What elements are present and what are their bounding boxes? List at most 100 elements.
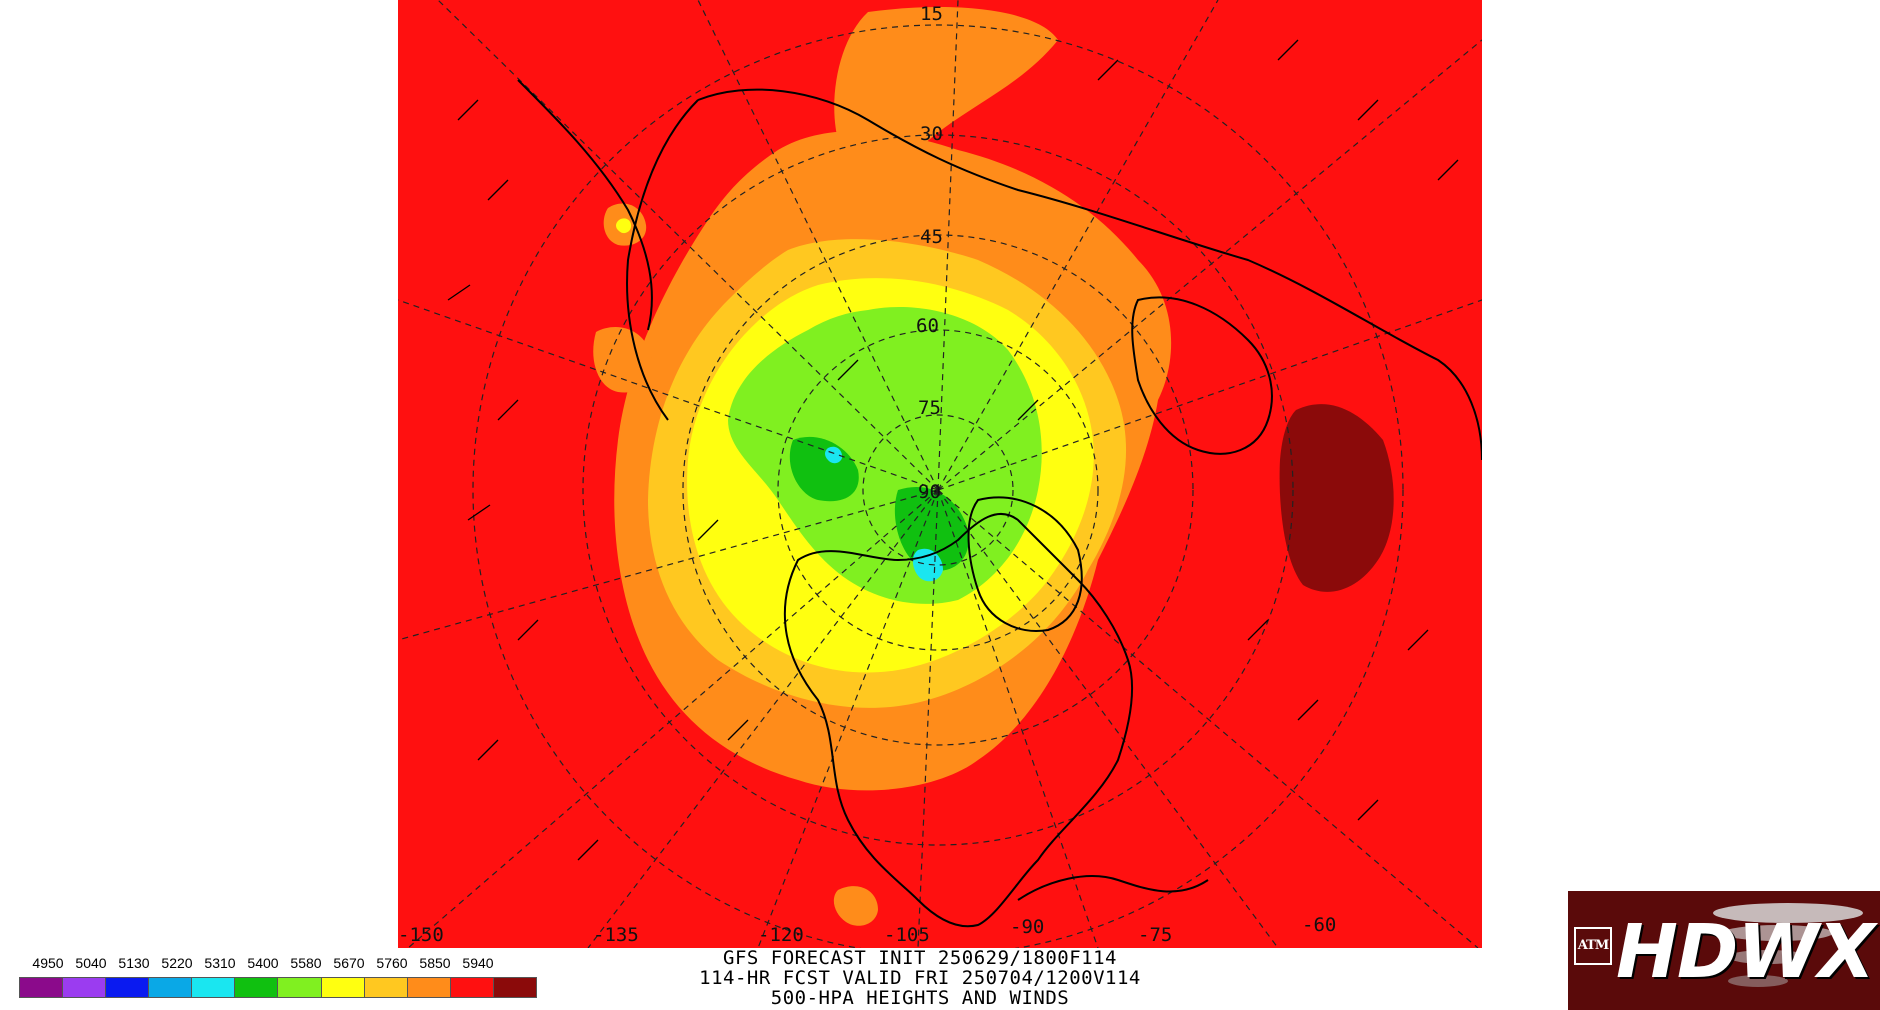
lat-label-30: 30 xyxy=(920,123,943,145)
legend-swatch xyxy=(493,978,536,997)
longitude-labels: -150 -135 -120 -105 -90 -75 -60 xyxy=(398,914,1336,946)
latitude-circle xyxy=(682,234,1194,746)
legend-label: 5670 xyxy=(333,955,365,971)
meridian-line xyxy=(397,299,939,491)
legend-swatch xyxy=(149,978,193,997)
wind-barb xyxy=(517,619,539,641)
wind-barb xyxy=(497,399,519,421)
legend-label: 4950 xyxy=(32,955,64,971)
legend-color-bar xyxy=(19,977,537,998)
wind-barb xyxy=(837,359,859,381)
wind-barb xyxy=(1437,159,1459,181)
latitude-labels: 15 30 45 60 75 90 xyxy=(916,3,943,503)
legend-swatch xyxy=(63,978,107,997)
wind-barb xyxy=(1247,619,1269,641)
lon-label-105: -105 xyxy=(884,924,930,946)
meridian-line xyxy=(437,0,939,491)
legend-swatch xyxy=(321,978,365,997)
meridian-line xyxy=(937,39,1483,491)
legend-swatch xyxy=(278,978,322,997)
lon-label-75: -75 xyxy=(1138,924,1172,946)
meridian-line xyxy=(937,0,959,491)
legend-swatch xyxy=(192,978,236,997)
title-line-init: GFS FORECAST INIT 250629/1800F114 xyxy=(723,947,1117,969)
legend-label: 5220 xyxy=(161,955,193,971)
wind-barb xyxy=(577,839,599,861)
legend-labels: 4950 5040 5130 5220 5310 5400 5580 5670 … xyxy=(19,955,539,975)
meridian-line xyxy=(937,489,1099,949)
wind-barb xyxy=(1097,59,1119,81)
lat-label-60: 60 xyxy=(916,315,939,337)
lat-label-15-top: 15 xyxy=(920,3,943,25)
wind-barb xyxy=(467,504,491,521)
wind-barb xyxy=(727,719,749,741)
map-canvas: 15 30 45 60 75 90 -150 -135 -120 -105 -9… xyxy=(397,0,1483,956)
wind-barb xyxy=(447,284,471,301)
asia-east-coast xyxy=(517,79,653,331)
lon-label-150: -150 xyxy=(398,924,444,946)
wind-barb xyxy=(1407,629,1429,651)
contour-green-a xyxy=(789,436,859,502)
legend-swatch xyxy=(450,978,494,997)
meridian-line xyxy=(757,489,939,949)
legend-swatch xyxy=(407,978,451,997)
lon-label-60: -60 xyxy=(1302,914,1336,936)
wind-barb xyxy=(457,99,479,121)
title-line-product: 500-HPA HEIGHTS AND WINDS xyxy=(770,987,1070,1009)
legend-label: 5940 xyxy=(462,955,494,971)
meridian-line xyxy=(397,489,939,641)
north-america-outline xyxy=(783,513,1134,928)
wind-barb xyxy=(1017,399,1039,421)
meridian-line xyxy=(937,489,1479,949)
contour-green-b xyxy=(894,486,969,571)
legend-swatch xyxy=(235,978,279,997)
legend-label: 5400 xyxy=(247,955,279,971)
meridian-line xyxy=(697,0,939,491)
legend-label: 5130 xyxy=(118,955,150,971)
contour-orange-north xyxy=(834,7,1058,161)
eurasia-outline xyxy=(626,88,1483,461)
meridian-line xyxy=(937,299,1483,491)
lat-label-45: 45 xyxy=(920,226,943,248)
meridian-line xyxy=(587,489,939,949)
contour-orange-south xyxy=(833,886,878,926)
tornado-swirl-icon xyxy=(1713,903,1863,987)
continent-outlines xyxy=(517,79,1483,928)
contour-darkred-ridge xyxy=(1279,404,1394,592)
legend-label: 5850 xyxy=(419,955,451,971)
legend-swatch xyxy=(106,978,150,997)
tamu-seal-icon: ATM xyxy=(1574,927,1612,965)
greenland-outline xyxy=(967,496,1083,632)
weather-map: 15 30 45 60 75 90 -150 -135 -120 -105 -9… xyxy=(397,0,1483,956)
wind-barb xyxy=(1357,99,1379,121)
legend-swatch xyxy=(20,978,64,997)
lon-label-135: -135 xyxy=(593,924,639,946)
contour-orange-west-blob xyxy=(593,327,653,393)
legend-label: 5310 xyxy=(204,955,236,971)
latitude-circle xyxy=(862,414,1014,566)
logo-text: HDWX xyxy=(1616,909,1875,995)
map-title-block: GFS FORECAST INIT 250629/1800F114 114-HR… xyxy=(600,948,1240,1008)
lat-label-90: 90 xyxy=(918,481,941,503)
legend-label: 5760 xyxy=(376,955,408,971)
wind-barb xyxy=(1297,699,1319,721)
latitude-circle xyxy=(777,329,1099,651)
hdwx-logo[interactable]: ATM HDWX xyxy=(1568,891,1880,1010)
contour-cyan-small xyxy=(825,446,843,464)
wind-barb xyxy=(477,739,499,761)
wind-barb xyxy=(487,179,509,201)
europe-outline xyxy=(1131,296,1273,455)
wind-barb xyxy=(1357,799,1379,821)
wind-barbs xyxy=(447,39,1459,861)
lon-label-90: -90 xyxy=(1010,916,1044,938)
legend-label: 5580 xyxy=(290,955,322,971)
meridian-line xyxy=(407,489,939,949)
height-contours xyxy=(593,7,1394,926)
legend-swatch xyxy=(364,978,408,997)
title-line-valid: 114-HR FCST VALID FRI 250704/1200V114 xyxy=(699,967,1141,989)
meridian-line xyxy=(937,489,1279,949)
legend-label: 5040 xyxy=(75,955,107,971)
color-legend: 4950 5040 5130 5220 5310 5400 5580 5670 … xyxy=(19,955,539,998)
lat-label-75: 75 xyxy=(918,397,941,419)
